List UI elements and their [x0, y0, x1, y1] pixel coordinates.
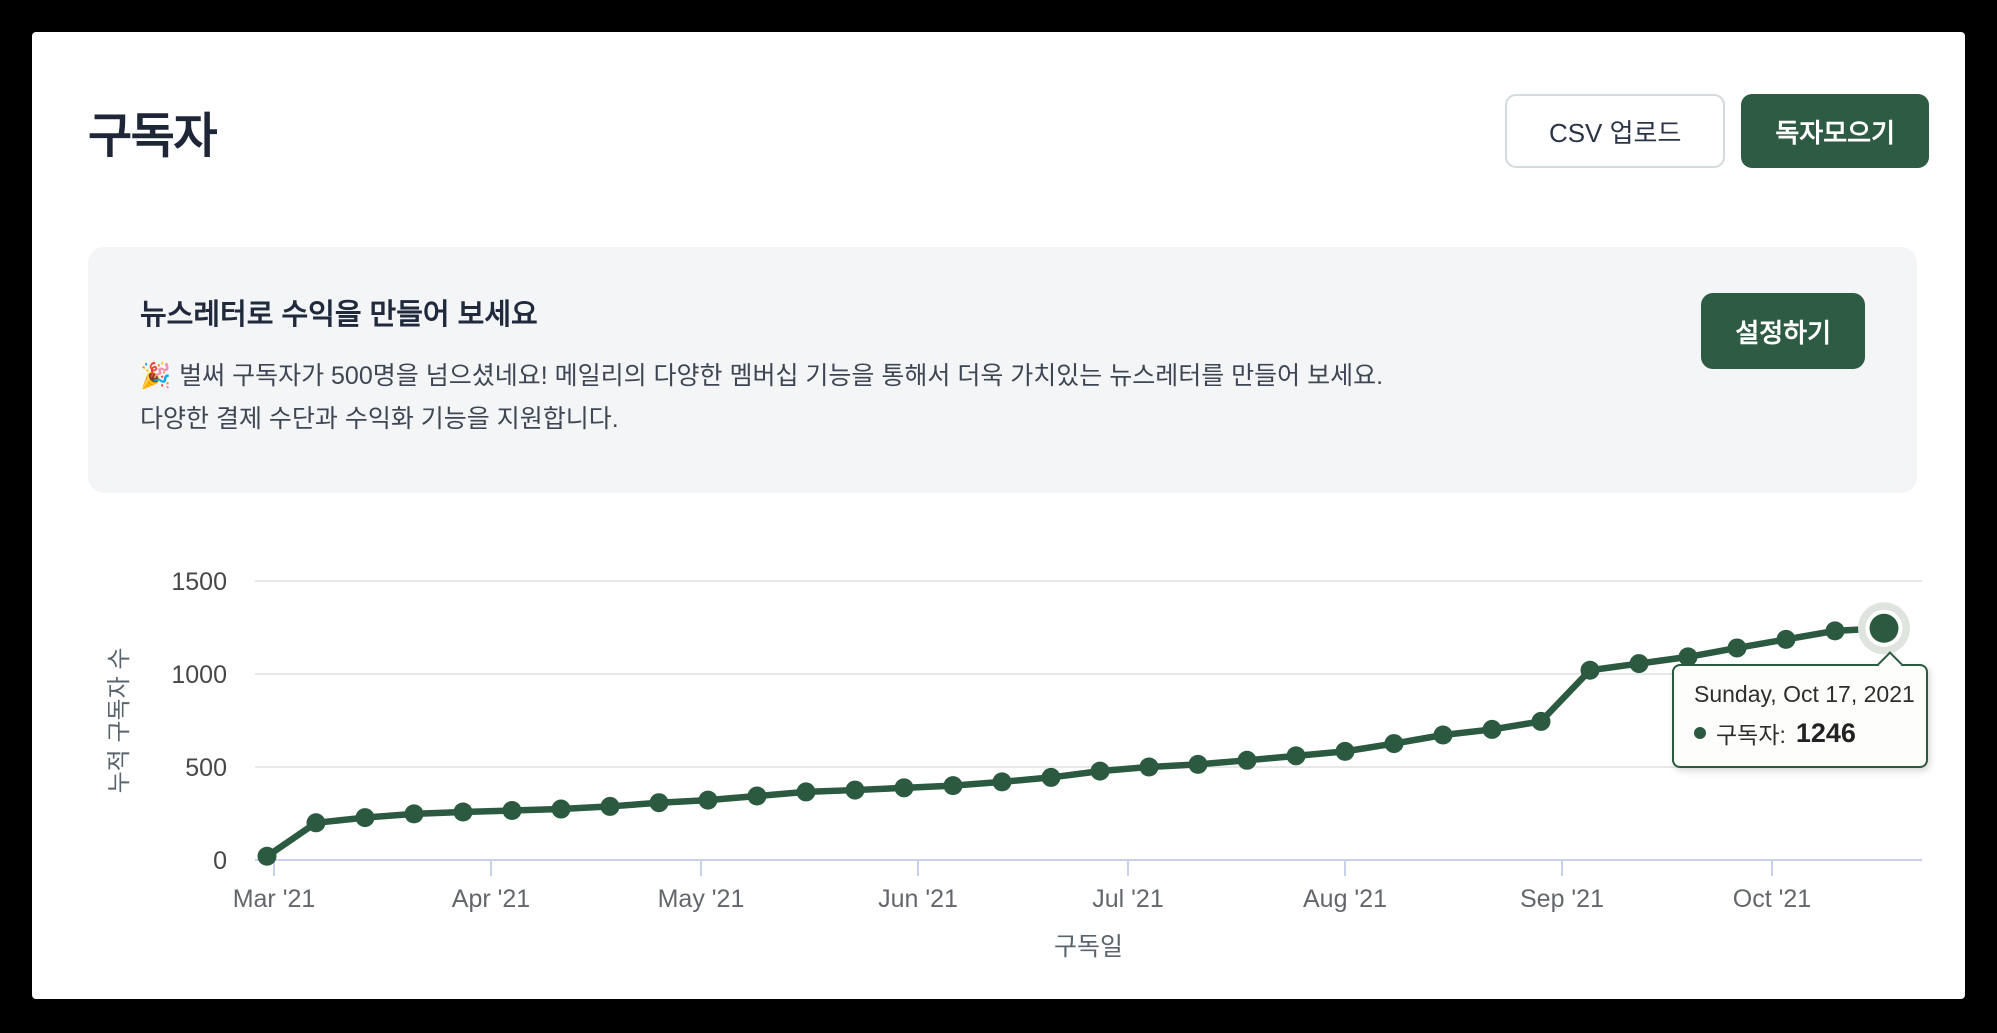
data-point[interactable] — [453, 802, 473, 822]
data-point[interactable] — [1384, 734, 1404, 754]
data-point[interactable] — [698, 790, 718, 810]
data-point[interactable] — [1776, 629, 1796, 649]
highlighted-data-point[interactable] — [1869, 613, 1899, 643]
data-point[interactable] — [1482, 719, 1502, 739]
tooltip-value-row: 구독자: 1246 — [1694, 716, 1906, 750]
data-point[interactable] — [747, 786, 767, 806]
data-point[interactable] — [551, 799, 571, 819]
x-tick-label: Mar '21 — [233, 885, 316, 913]
data-point[interactable] — [1531, 711, 1551, 731]
chart-tooltip: Sunday, Oct 17, 2021 구독자: 1246 — [1672, 651, 1928, 768]
data-point[interactable] — [845, 780, 865, 800]
x-tick-label: Aug '21 — [1303, 885, 1387, 913]
x-tick-label: Jul '21 — [1092, 885, 1163, 913]
data-point[interactable] — [306, 813, 326, 833]
data-point[interactable] — [1335, 741, 1355, 761]
y-tick-label: 0 — [213, 847, 227, 875]
data-point[interactable] — [1727, 638, 1747, 658]
data-point[interactable] — [1580, 660, 1600, 680]
setup-button[interactable]: 설정하기 — [1701, 293, 1865, 369]
y-axis-title: 누적 구독자 수 — [106, 648, 133, 794]
data-point[interactable] — [1237, 750, 1257, 770]
tooltip-series-label: 구독자: — [1716, 722, 1786, 748]
x-tick-label: May '21 — [658, 885, 745, 913]
banner-body: 🎉 벌써 구독자가 500명을 넘으셨네요! 메일리의 다양한 멤버십 기능을 통… — [140, 355, 1395, 441]
data-point[interactable] — [649, 793, 669, 813]
collect-readers-button[interactable]: 독자모으기 — [1741, 94, 1929, 168]
banner-body-text: 벌써 구독자가 500명을 넘으셨네요! 메일리의 다양한 멤버십 기능을 통해… — [140, 362, 1384, 433]
data-point[interactable] — [1629, 654, 1649, 674]
data-point[interactable] — [1825, 621, 1845, 641]
data-point[interactable] — [355, 808, 375, 828]
data-point[interactable] — [600, 796, 620, 816]
series-bullet-icon — [1694, 727, 1706, 739]
tooltip-value: 1246 — [1795, 717, 1856, 748]
banner-title: 뉴스레터로 수익을 만들어 보세요 — [140, 299, 538, 331]
data-point[interactable] — [992, 772, 1012, 792]
subscribers-page-card: 구독자 CSV 업로드 독자모으기 뉴스레터로 수익을 만들어 보세요 🎉 벌써 … — [32, 32, 1965, 999]
monetize-banner: 뉴스레터로 수익을 만들어 보세요 🎉 벌써 구독자가 500명을 넘으셨네요! … — [88, 247, 1917, 493]
tooltip-date: Sunday, Oct 17, 2021 — [1694, 681, 1915, 707]
banner-text: 뉴스레터로 수익을 만들어 보세요 🎉 벌써 구독자가 500명을 넘으셨네요! … — [140, 291, 1395, 441]
x-axis-title: 구독일 — [1054, 933, 1123, 961]
x-tick-label: Sep '21 — [1520, 885, 1604, 913]
csv-upload-button[interactable]: CSV 업로드 — [1504, 94, 1726, 168]
series-line — [263, 624, 1888, 860]
y-tick-label: 1500 — [171, 568, 227, 596]
subscriber-line-chart[interactable]: 0 500 1000 1500 Mar '21 Apr '21 May '21 Jun '21… — [32, 549, 1965, 973]
subscriber-chart-section: 0 500 1000 1500 Mar '21 Apr '21 May '21 Jun '21… — [32, 549, 1965, 973]
y-tick-label: 500 — [185, 754, 227, 782]
data-point[interactable] — [1041, 767, 1061, 787]
data-point[interactable] — [1139, 757, 1159, 777]
page-title: 구독자 — [88, 110, 217, 163]
y-tick-label: 1000 — [171, 661, 227, 689]
data-point[interactable] — [502, 801, 522, 821]
data-point[interactable] — [1433, 725, 1453, 745]
x-tick-label: Oct '21 — [1733, 885, 1811, 913]
data-point[interactable] — [1090, 761, 1110, 781]
data-point[interactable] — [404, 804, 424, 824]
header-buttons: CSV 업로드 독자모으기 — [1504, 94, 1929, 168]
data-point[interactable] — [1678, 647, 1698, 667]
x-tick-label: Jun '21 — [878, 885, 958, 913]
party-popper-icon: 🎉 — [140, 362, 172, 390]
data-point[interactable] — [796, 782, 816, 802]
data-point[interactable] — [257, 846, 277, 866]
data-point[interactable] — [1286, 746, 1306, 766]
data-point[interactable] — [943, 776, 963, 796]
data-point[interactable] — [894, 778, 914, 798]
x-tick-label: Apr '21 — [452, 885, 530, 913]
data-point[interactable] — [1188, 754, 1208, 774]
page-header: 구독자 CSV 업로드 독자모으기 — [88, 94, 1929, 168]
